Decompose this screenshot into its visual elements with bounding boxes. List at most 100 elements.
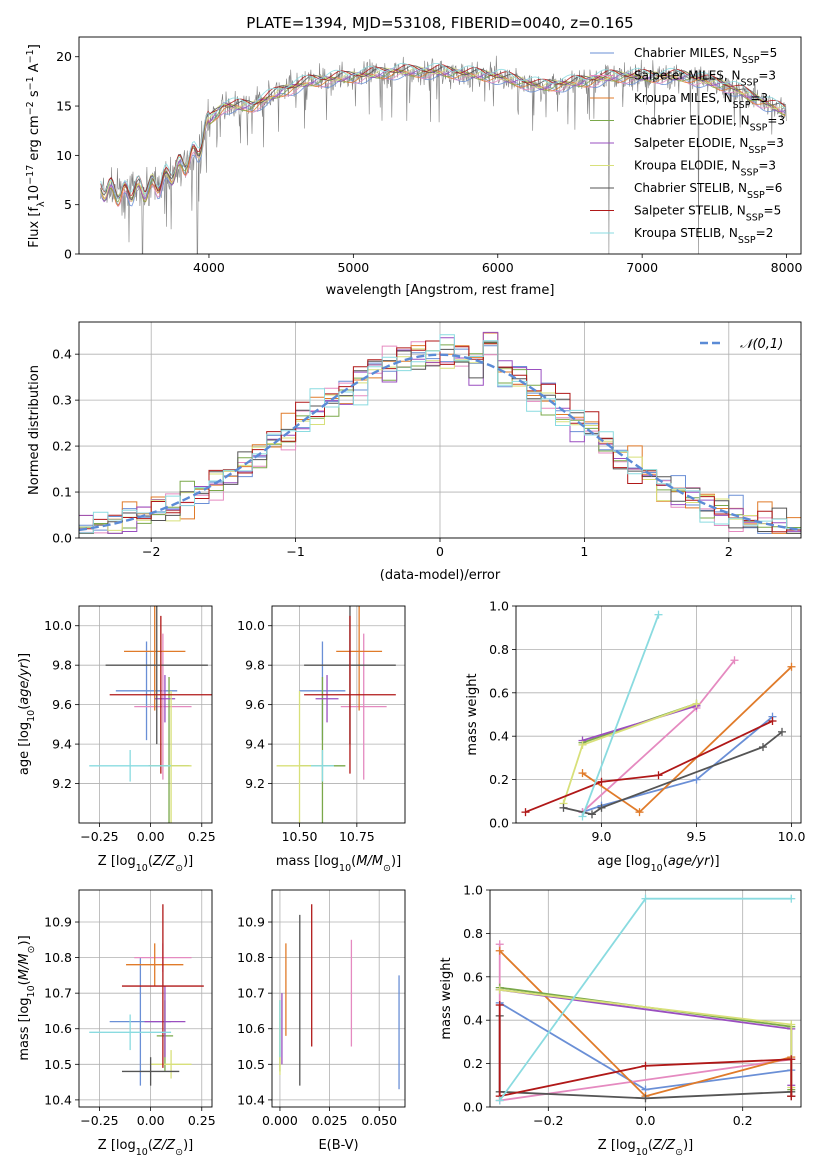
axes-frame (515, 605, 802, 824)
label-part: ⊙ (383, 863, 391, 874)
label-part: Kroupa ELODIE, N (634, 159, 741, 173)
x-axis-label: Z [log10(Z/Z⊙)] (98, 854, 193, 874)
weight-line (582, 716, 774, 813)
y-tick-label: 10.5 (237, 1057, 265, 1072)
label-part: Z/Z (652, 1138, 676, 1153)
y-tick-label: 15 (56, 99, 72, 114)
y-tick-label: 0.4 (52, 347, 72, 362)
axes-frame (271, 889, 406, 1108)
y-tick-label: 10.9 (237, 915, 265, 930)
x-axis-label: Z [log10(Z/Z⊙)] (98, 1138, 193, 1158)
label-part: )] (17, 935, 32, 945)
y-tick-label: 0.1 (52, 485, 72, 500)
y-tick-label: 0.2 (52, 439, 72, 454)
label-part: 10 (136, 1147, 148, 1158)
y-tick-label: 10 (56, 148, 72, 163)
x-tick-label: 0.000 (262, 1113, 298, 1128)
x-tick-label: 0.00 (137, 829, 165, 844)
model-spectrum (100, 64, 786, 200)
plot-area (79, 890, 212, 1107)
x-tick-label: 0 (436, 544, 444, 559)
x-tick-label: 5000 (337, 260, 369, 275)
legend-entry: Salpeter STELIB, NSSP=5 (634, 204, 781, 224)
label-part: 10 (26, 985, 37, 997)
x-tick-label: 0.0 (636, 1113, 656, 1128)
label-part: 10 (136, 863, 148, 874)
legend-entry: Salpeter MILES, NSSP=3 (634, 69, 776, 89)
y-axis-label: mass [log10(M/M⊙)] (17, 935, 37, 1060)
legend-entry: Salpeter ELODIE, NSSP=3 (634, 136, 784, 156)
label-part: E(B-V) (318, 1138, 358, 1153)
y-tick-label: 1.0 (463, 883, 483, 898)
label-part: ⊙ (675, 1147, 683, 1158)
y-tick-label: 10.0 (237, 618, 265, 633)
y-tick-label: 0.3 (52, 393, 72, 408)
x-tick-label: 10.0 (778, 829, 806, 844)
label-part: Z/Z (152, 854, 176, 869)
weight-point (641, 894, 650, 903)
weight-vs-age-panel: 9.0 9.5 10.0 0.0 0.2 0.4 0.6 0.8 1.0 age [log10(a… (465, 599, 805, 874)
residual-histogram (79, 334, 801, 534)
label-part: ( (648, 1138, 653, 1153)
weight-point (588, 810, 596, 819)
weight-line (581, 666, 793, 814)
label-part: ⊙ (175, 1147, 183, 1158)
weight-point (641, 1094, 650, 1103)
legend-entry: Kroupa STELIB, NSSP=2 (634, 226, 773, 246)
label-part: Z [log (98, 854, 136, 869)
y-axis-label: mass weight (465, 673, 480, 755)
y-tick-label: 10.4 (237, 1092, 265, 1107)
x-tick-label: −1 (286, 544, 304, 559)
y-tick-label: 0.8 (489, 642, 509, 657)
weight-point (768, 717, 777, 726)
label-part: 10 (651, 863, 663, 874)
y-tick-label: 10.6 (237, 1021, 265, 1036)
label-part: ( (148, 854, 153, 869)
y-tick-label: 0.6 (463, 969, 483, 984)
x-tick-label: 0.25 (188, 829, 216, 844)
x-tick-label: 0.2 (733, 1113, 753, 1128)
label-part: 10 (26, 710, 37, 722)
label-part: )] (183, 1138, 193, 1153)
y-tick-label: 9.8 (52, 658, 72, 673)
x-axis-label: age [log10(age/yr)] (597, 854, 719, 874)
label-part: =3 (750, 91, 768, 105)
label-part: −1 (25, 76, 36, 90)
label-part: =3 (758, 159, 776, 173)
legend-entry: Chabrier ELODIE, NSSP=3 (634, 114, 785, 134)
label-part: Chabrier STELIB, N (634, 181, 747, 195)
label-part: ( (17, 705, 32, 710)
weight-vs-metallicity-panel: −0.2 0.0 0.2 0.0 0.2 0.4 0.6 0.8 1.0 Z [log10(Z/Z… (439, 883, 802, 1158)
label-part: M/M (17, 953, 32, 980)
weight-point (597, 777, 606, 786)
weight-line (581, 614, 660, 817)
label-part: Chabrier MILES, N (634, 46, 742, 60)
weight-point (787, 1020, 796, 1029)
y-tick-label: 20 (56, 49, 72, 64)
model-spectrum (100, 68, 786, 203)
label-part: =6 (765, 181, 783, 195)
x-tick-label: 6000 (482, 260, 514, 275)
weight-line (582, 704, 697, 742)
y-tick-label: 0.0 (489, 816, 509, 831)
weight-point (692, 775, 701, 784)
axes-frame (271, 605, 406, 824)
weight-point (495, 1096, 504, 1105)
x-tick-label: 0.050 (361, 1113, 397, 1128)
weight-point (578, 812, 587, 821)
model-spectrum (100, 65, 786, 201)
plot-area (272, 606, 405, 823)
label-part: =3 (758, 69, 776, 83)
label-part: ( (148, 1138, 153, 1153)
label-part: )] (683, 1138, 693, 1153)
y-tick-label: 10.7 (44, 986, 72, 1001)
weight-point (495, 946, 504, 955)
label-part: Flux [f (27, 207, 42, 248)
label-part: SSP (748, 145, 766, 156)
legend-entry: Kroupa ELODIE, NSSP=3 (634, 159, 776, 179)
x-tick-label: 0.025 (312, 1113, 348, 1128)
label-part: 10 (339, 863, 351, 874)
weight-point (787, 662, 796, 671)
y-tick-label: 10.6 (44, 1021, 72, 1036)
label-part: ( (663, 854, 668, 869)
